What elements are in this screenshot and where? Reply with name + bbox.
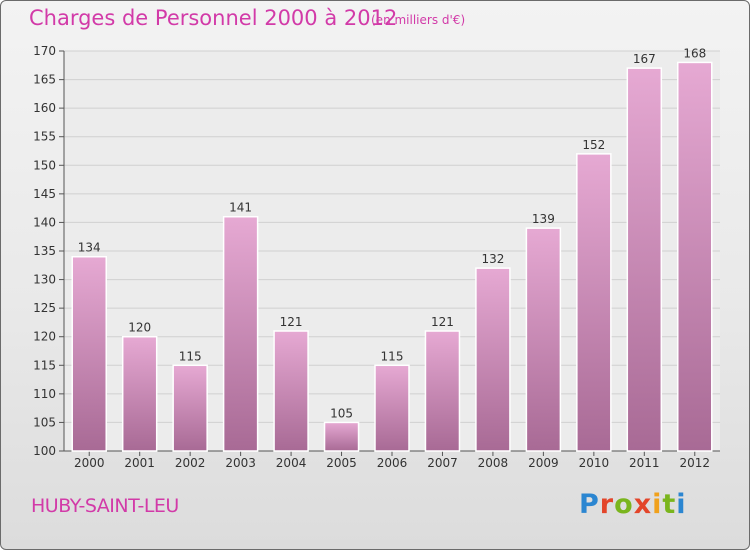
logo-letter: i <box>676 489 687 520</box>
value-label: 167 <box>633 52 656 66</box>
x-tick-label: 2008 <box>478 456 509 470</box>
x-tick-label: 2000 <box>74 456 105 470</box>
bar <box>424 330 461 452</box>
bar <box>222 215 259 452</box>
value-label: 141 <box>229 201 252 215</box>
x-tick-label: 2006 <box>377 456 408 470</box>
y-tick-label: 105 <box>33 415 56 429</box>
value-label: 121 <box>280 315 303 329</box>
value-label: 105 <box>330 406 353 420</box>
x-tick-label: 2007 <box>427 456 458 470</box>
y-tick-label: 140 <box>33 215 56 229</box>
y-tick-label: 100 <box>33 444 56 458</box>
value-label: 132 <box>481 252 504 266</box>
value-label: 121 <box>431 315 454 329</box>
y-tick-label: 155 <box>33 130 56 144</box>
value-label: 120 <box>128 321 151 335</box>
value-label: 168 <box>683 46 706 60</box>
bar <box>121 335 158 452</box>
value-label: 139 <box>532 212 555 226</box>
bar <box>71 255 107 452</box>
x-tick-label: 2009 <box>528 456 559 470</box>
bar <box>323 421 360 452</box>
x-tick-label: 2001 <box>124 456 155 470</box>
x-tick-label: 2010 <box>579 456 610 470</box>
logo-letter: r <box>599 489 615 520</box>
chart-title: Charges de Personnel 2000 à 2012 <box>29 6 398 30</box>
y-tick-label: 115 <box>33 358 56 372</box>
bar <box>475 267 511 452</box>
bar <box>172 364 208 452</box>
y-tick-label: 120 <box>33 330 56 344</box>
x-tick-label: 2011 <box>629 456 660 470</box>
logo-letter: o <box>614 489 634 520</box>
value-label: 115 <box>381 349 404 363</box>
y-tick-label: 160 <box>33 101 56 115</box>
labels: 100 105 110 115 120 125 130 135 140 145 150 155 160 1… <box>33 44 710 470</box>
proxiti-logo[interactable]: Proxiti <box>579 489 687 520</box>
logo-letter: t <box>662 489 677 520</box>
y-tick-label: 150 <box>33 158 56 172</box>
y-tick-label: 165 <box>33 73 56 87</box>
logo-letter: P <box>579 489 600 520</box>
bars <box>71 61 713 452</box>
value-label: 134 <box>78 241 101 255</box>
logo-letter: i <box>652 489 663 520</box>
bar <box>677 61 713 452</box>
y-tick-label: 125 <box>33 301 56 315</box>
y-tick-label: 145 <box>33 187 56 201</box>
x-tick-label: 2012 <box>679 456 710 470</box>
x-tick-label: 2002 <box>175 456 206 470</box>
value-label: 115 <box>179 349 202 363</box>
y-tick-label: 130 <box>33 273 56 287</box>
place-name: HUBY-SAINT-LEU <box>31 495 179 517</box>
y-tick-label: 110 <box>33 387 56 401</box>
bar <box>576 153 612 452</box>
logo-letter: x <box>633 489 653 520</box>
bar <box>273 330 309 452</box>
unit-note: (en milliers d'€) <box>371 13 466 27</box>
y-tick-label: 135 <box>33 244 56 258</box>
x-tick-label: 2004 <box>276 456 307 470</box>
x-tick-label: 2005 <box>326 456 357 470</box>
bar <box>374 364 410 452</box>
value-label: 152 <box>582 138 605 152</box>
x-tick-label: 2003 <box>225 456 256 470</box>
y-tick-label: 170 <box>33 44 56 58</box>
bar <box>626 67 663 452</box>
bar <box>525 227 562 452</box>
